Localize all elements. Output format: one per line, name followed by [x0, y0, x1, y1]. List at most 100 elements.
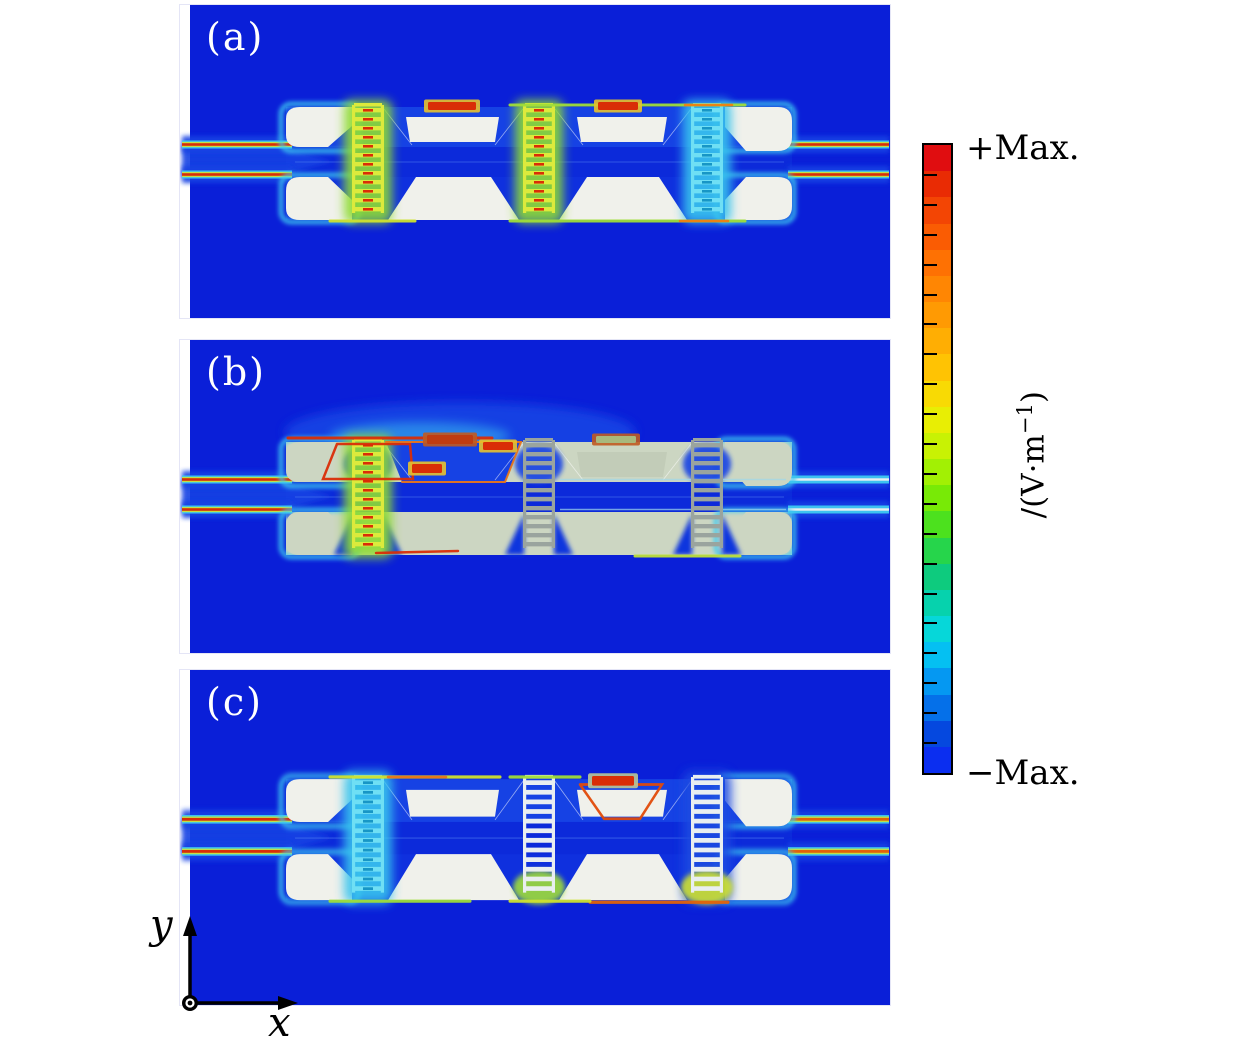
- simulation-panel-b: (b): [180, 340, 890, 653]
- field-map-b: [182, 340, 890, 653]
- floating-trapezoid: [406, 789, 499, 817]
- bottom-trapezoid: [388, 177, 519, 220]
- bottom-trapezoid: [559, 177, 687, 220]
- floating-trapezoid: [577, 452, 667, 477]
- field-map-c: [182, 670, 890, 1005]
- feed-line: [788, 471, 889, 488]
- colorbar-max-label: +Max.: [966, 128, 1080, 168]
- colorbar-band: [924, 537, 951, 564]
- colorbar-tick: [924, 682, 937, 685]
- comb-structure-1: [344, 435, 392, 558]
- colorbar-band: [924, 485, 951, 512]
- device-body: [286, 779, 792, 901]
- y-axis-label: y: [150, 902, 173, 948]
- feed-line: [788, 501, 889, 518]
- field-hotspot: [408, 461, 446, 476]
- bottom-trapezoid: [388, 854, 519, 901]
- colorbar-band: [924, 668, 951, 695]
- colorbar-tick: [924, 233, 937, 236]
- y-axis-arrowhead: [183, 916, 197, 936]
- colorbar-tick: [924, 472, 937, 475]
- colorbar-band: [924, 563, 951, 590]
- colorbar-tick: [924, 413, 937, 416]
- feed-line: [182, 810, 292, 829]
- colorbar-band: [924, 642, 951, 669]
- comb-structure-3: [681, 771, 733, 905]
- colorbar-tick: [924, 383, 937, 386]
- colorbar-gradient: [924, 145, 951, 774]
- field-hotspot: [592, 433, 640, 446]
- colorbar-tick: [924, 532, 937, 535]
- field-hotspot: [424, 99, 480, 113]
- panel-a-label: (a): [206, 15, 265, 59]
- panel-b-label: (b): [206, 350, 266, 394]
- device-body: [286, 107, 792, 220]
- unit-suffix: ): [1015, 391, 1052, 404]
- panel-c-label: (c): [206, 680, 263, 724]
- comb-structure-1: [344, 771, 392, 904]
- colorbar-band: [924, 354, 951, 381]
- field-hotspot: [594, 99, 642, 113]
- bottom-trapezoid: [559, 512, 687, 555]
- colorbar-tick: [924, 652, 937, 655]
- colorbar-unit-wrap: /(V·m−1): [1000, 330, 1064, 580]
- colorbar-band: [924, 432, 951, 460]
- colorbar-tick: [924, 353, 937, 356]
- colorbar-band: [924, 406, 951, 433]
- colorbar-unit-label: /(V·m−1): [1012, 391, 1051, 518]
- colorbar-min-label: −Max.: [966, 753, 1080, 793]
- field-stroke: [321, 442, 415, 481]
- x-axis-label: x: [268, 1000, 291, 1046]
- colorbar-band: [924, 746, 951, 774]
- colorbar-band: [924, 249, 951, 276]
- feed-line: [788, 842, 889, 861]
- colorbar-band: [924, 275, 951, 303]
- colorbar-band: [924, 616, 951, 643]
- feed-line: [788, 166, 889, 183]
- colorbar-tick: [924, 622, 937, 625]
- colorbar: [922, 143, 953, 775]
- bottom-trapezoid: [388, 512, 519, 555]
- floating-trapezoid: [577, 789, 667, 817]
- feed-line: [182, 136, 292, 153]
- field-hotspot: [423, 432, 477, 447]
- feed-line: [182, 501, 292, 518]
- colorbar-band: [924, 328, 951, 355]
- colorbar-band: [924, 197, 951, 224]
- simulation-panel-c: (c): [180, 670, 890, 1005]
- colorbar-band: [924, 694, 951, 721]
- comb-structure-2: [515, 100, 563, 223]
- colorbar-band: [924, 459, 951, 486]
- colorbar-tick: [924, 203, 937, 206]
- comb-structure-3: [683, 100, 731, 223]
- x-axis-arrowhead: [278, 996, 298, 1010]
- colorbar-band: [924, 145, 951, 172]
- colorbar-tick: [924, 502, 937, 505]
- bottom-trapezoid: [559, 854, 687, 901]
- unit-exponent: −1: [1012, 403, 1038, 435]
- feed-line: [182, 471, 292, 488]
- coordinate-axes: [182, 916, 298, 1011]
- colorbar-tick: [924, 443, 937, 445]
- simulation-panel-a: (a): [180, 5, 890, 318]
- colorbar-tick: [924, 562, 937, 565]
- comb-structure-1: [344, 100, 392, 223]
- field-stroke: [374, 549, 460, 555]
- origin-marker-dot: [187, 1000, 193, 1006]
- comb-structure-2: [523, 438, 555, 548]
- field-map-a: [182, 5, 890, 318]
- feed-line: [182, 166, 292, 183]
- floating-trapezoid: [577, 117, 667, 142]
- colorbar-tick: [924, 592, 937, 595]
- colorbar-tick: [924, 742, 937, 744]
- colorbar-tick: [924, 293, 937, 296]
- colorbar-tick: [924, 263, 937, 266]
- colorbar-tick: [924, 173, 937, 176]
- floating-trapezoid: [406, 117, 499, 142]
- colorbar-band: [924, 223, 951, 250]
- colorbar-tick: [924, 323, 937, 326]
- field-hotspot: [479, 439, 517, 453]
- feed-line: [182, 842, 292, 861]
- comb-structure-3: [691, 438, 723, 548]
